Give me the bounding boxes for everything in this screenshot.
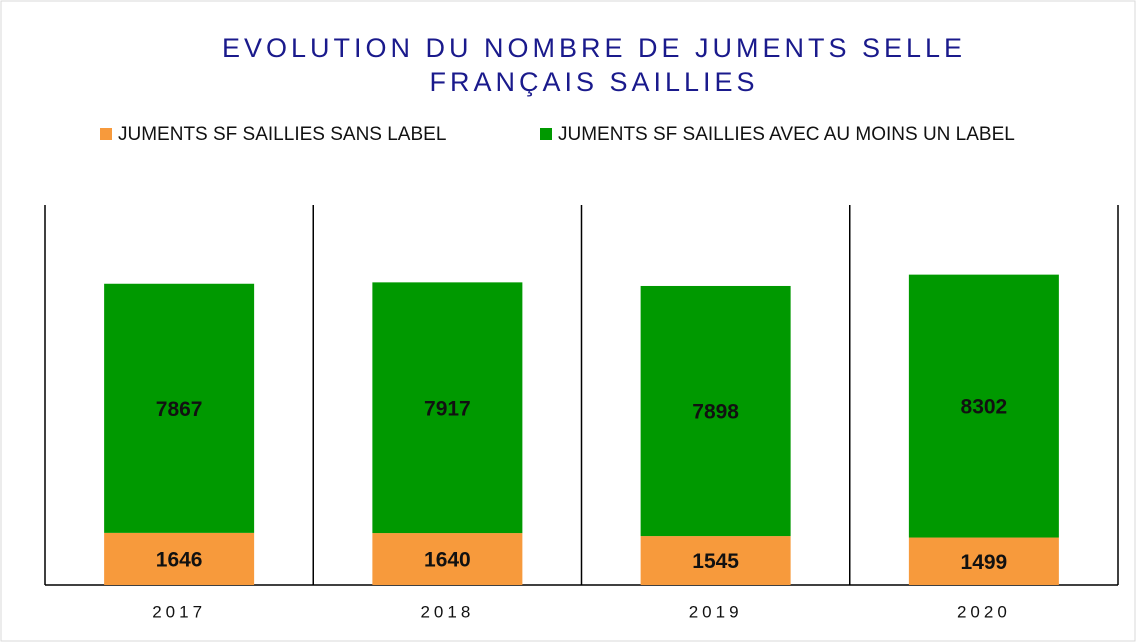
bar-segment	[372, 282, 523, 534]
bar-segment	[640, 285, 791, 537]
data-label: 1545	[692, 550, 739, 573]
data-label: 1640	[424, 549, 471, 572]
bar-segment	[640, 536, 791, 585]
x-tick-label: 2020	[957, 602, 1011, 621]
data-label: 7898	[692, 401, 739, 424]
bar-segment	[908, 274, 1059, 538]
legend-swatch	[540, 128, 552, 140]
data-label: 7867	[156, 398, 203, 421]
bar-segment	[372, 533, 523, 585]
data-label: 1499	[961, 551, 1008, 574]
bar-segment	[104, 532, 255, 585]
data-label: 8302	[961, 396, 1008, 419]
x-tick-label: 2017	[152, 602, 206, 621]
legend-label: JUMENTS SF SAILLIES SANS LABEL	[118, 124, 446, 145]
legend-swatch	[100, 128, 112, 140]
x-tick-label: 2018	[420, 602, 474, 621]
chart-title: FRANÇAIS SAILLIES	[429, 67, 758, 97]
data-label: 1646	[156, 548, 203, 571]
bar-segment	[104, 283, 255, 533]
data-label: 7917	[424, 397, 471, 420]
legend-label: JUMENTS SF SAILLIES AVEC AU MOINS UN LAB…	[558, 124, 1015, 145]
bar-segment	[908, 537, 1059, 585]
x-tick-label: 2019	[689, 602, 743, 621]
chart-title: EVOLUTION DU NOMBRE DE JUMENTS SELLE	[222, 33, 966, 63]
